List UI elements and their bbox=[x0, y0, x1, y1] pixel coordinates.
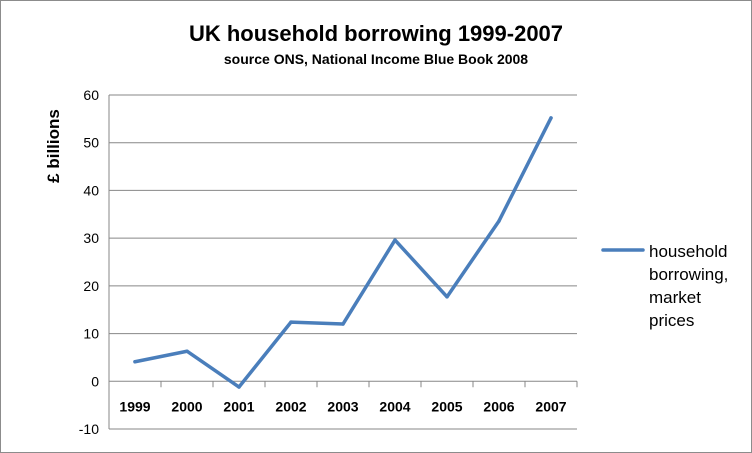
data-point bbox=[445, 295, 449, 299]
x-tick-label: 2007 bbox=[535, 398, 566, 414]
series-line bbox=[133, 116, 553, 389]
legend-label: household bbox=[649, 242, 727, 261]
x-tick-label: 2004 bbox=[379, 398, 410, 414]
legend: household borrowing, market prices bbox=[601, 242, 728, 330]
y-tick-labels: -10 0 10 20 30 40 50 60 bbox=[79, 87, 99, 437]
y-tick-label: 0 bbox=[91, 373, 99, 389]
x-tick-label: 2003 bbox=[327, 398, 358, 414]
data-point bbox=[133, 360, 137, 364]
x-axis: 1999 2000 2001 2002 2003 2004 2005 2006 2007 bbox=[108, 380, 578, 414]
legend-label: borrowing, bbox=[649, 265, 728, 284]
chart-title: UK household borrowing 1999-2007 bbox=[189, 21, 563, 46]
x-tick-label: 2006 bbox=[483, 398, 514, 414]
gridlines bbox=[108, 94, 577, 430]
x-tick-label: 2000 bbox=[171, 398, 202, 414]
y-tick-label: 50 bbox=[83, 135, 99, 151]
data-point bbox=[289, 320, 293, 324]
chart-subtitle: source ONS, National Income Blue Book 20… bbox=[224, 51, 528, 67]
legend-label: prices bbox=[649, 311, 694, 330]
x-tick-label: 2005 bbox=[431, 398, 462, 414]
data-point bbox=[237, 385, 241, 389]
y-tick-label: 30 bbox=[83, 230, 99, 246]
y-tick-label: -10 bbox=[79, 421, 99, 437]
x-tick-label: 2001 bbox=[223, 398, 254, 414]
x-tick-label: 2002 bbox=[275, 398, 306, 414]
y-tick-label: 40 bbox=[83, 182, 99, 198]
y-tick-label: 60 bbox=[83, 87, 99, 103]
data-point bbox=[185, 349, 189, 353]
y-tick-label: 10 bbox=[83, 326, 99, 342]
data-point bbox=[341, 322, 345, 326]
y-tick-label: 20 bbox=[83, 278, 99, 294]
data-point bbox=[393, 238, 397, 242]
x-tick-label: 1999 bbox=[119, 398, 150, 414]
series-layer bbox=[133, 116, 553, 389]
y-axis-label: £ billions bbox=[44, 109, 63, 183]
legend-label: market bbox=[649, 288, 701, 307]
data-point bbox=[549, 116, 553, 120]
data-point bbox=[497, 219, 501, 223]
